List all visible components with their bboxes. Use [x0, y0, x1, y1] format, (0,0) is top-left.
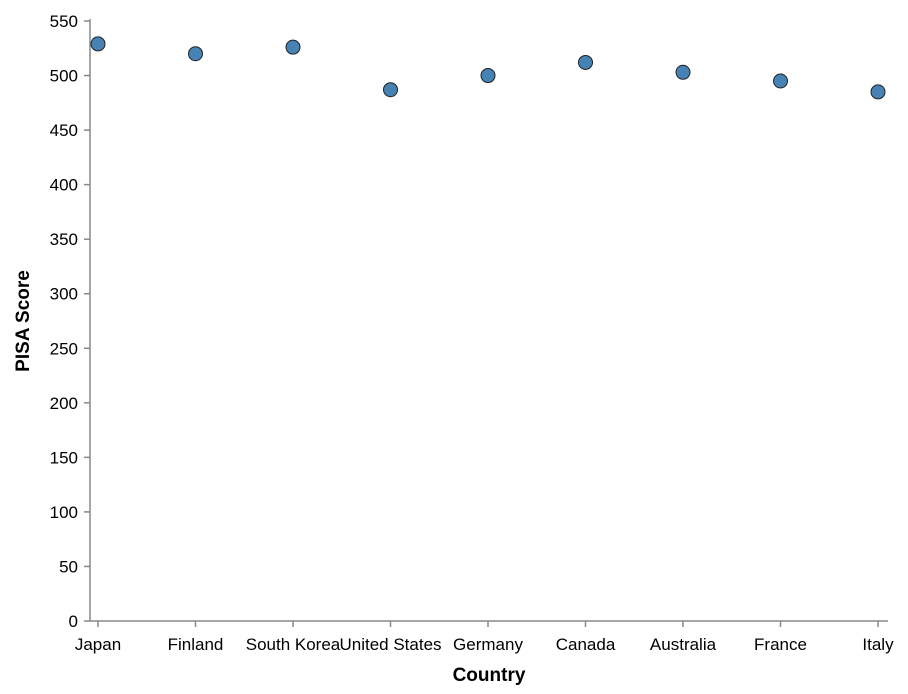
- x-tick-label: Finland: [168, 635, 224, 654]
- y-tick-label: 50: [59, 557, 78, 576]
- y-tick-label: 150: [50, 448, 78, 467]
- x-tick-label: Australia: [650, 635, 717, 654]
- data-point: [578, 54, 593, 70]
- y-tick-label: 300: [50, 285, 78, 304]
- x-tick-label: France: [754, 635, 807, 654]
- y-tick-label: 0: [69, 612, 78, 631]
- y-axis: 0 50 100 150 200 250 300 350 400 450 500 550: [50, 12, 91, 631]
- y-tick-label: 350: [50, 230, 78, 249]
- data-points: [90, 36, 886, 100]
- data-point: [188, 46, 203, 62]
- y-tick-label: 100: [50, 503, 78, 522]
- data-point: [675, 64, 691, 80]
- data-point: [90, 36, 106, 52]
- x-tick-label: Japan: [75, 635, 121, 654]
- x-tick-label: Italy: [862, 635, 894, 654]
- data-point: [285, 39, 301, 55]
- data-point: [480, 68, 496, 84]
- x-axis: Japan Finland South Korea United States Germ…: [75, 620, 894, 654]
- y-tick-label: 550: [50, 12, 78, 31]
- x-tick-label: Germany: [453, 635, 523, 654]
- y-tick-label: 450: [50, 121, 78, 140]
- x-tick-label: United States: [339, 635, 441, 654]
- y-tick-label: 500: [50, 67, 78, 86]
- y-axis-title: PISA Score: [13, 270, 34, 372]
- y-tick-label: 250: [50, 339, 78, 358]
- x-tick-label: South Korea: [246, 635, 341, 654]
- y-tick-label: 400: [50, 176, 78, 195]
- data-point: [870, 84, 886, 100]
- y-tick-label: 200: [50, 394, 78, 413]
- x-axis-title: Country: [453, 665, 526, 686]
- data-point: [773, 73, 788, 89]
- data-point: [383, 82, 398, 98]
- x-tick-label: Canada: [556, 635, 616, 654]
